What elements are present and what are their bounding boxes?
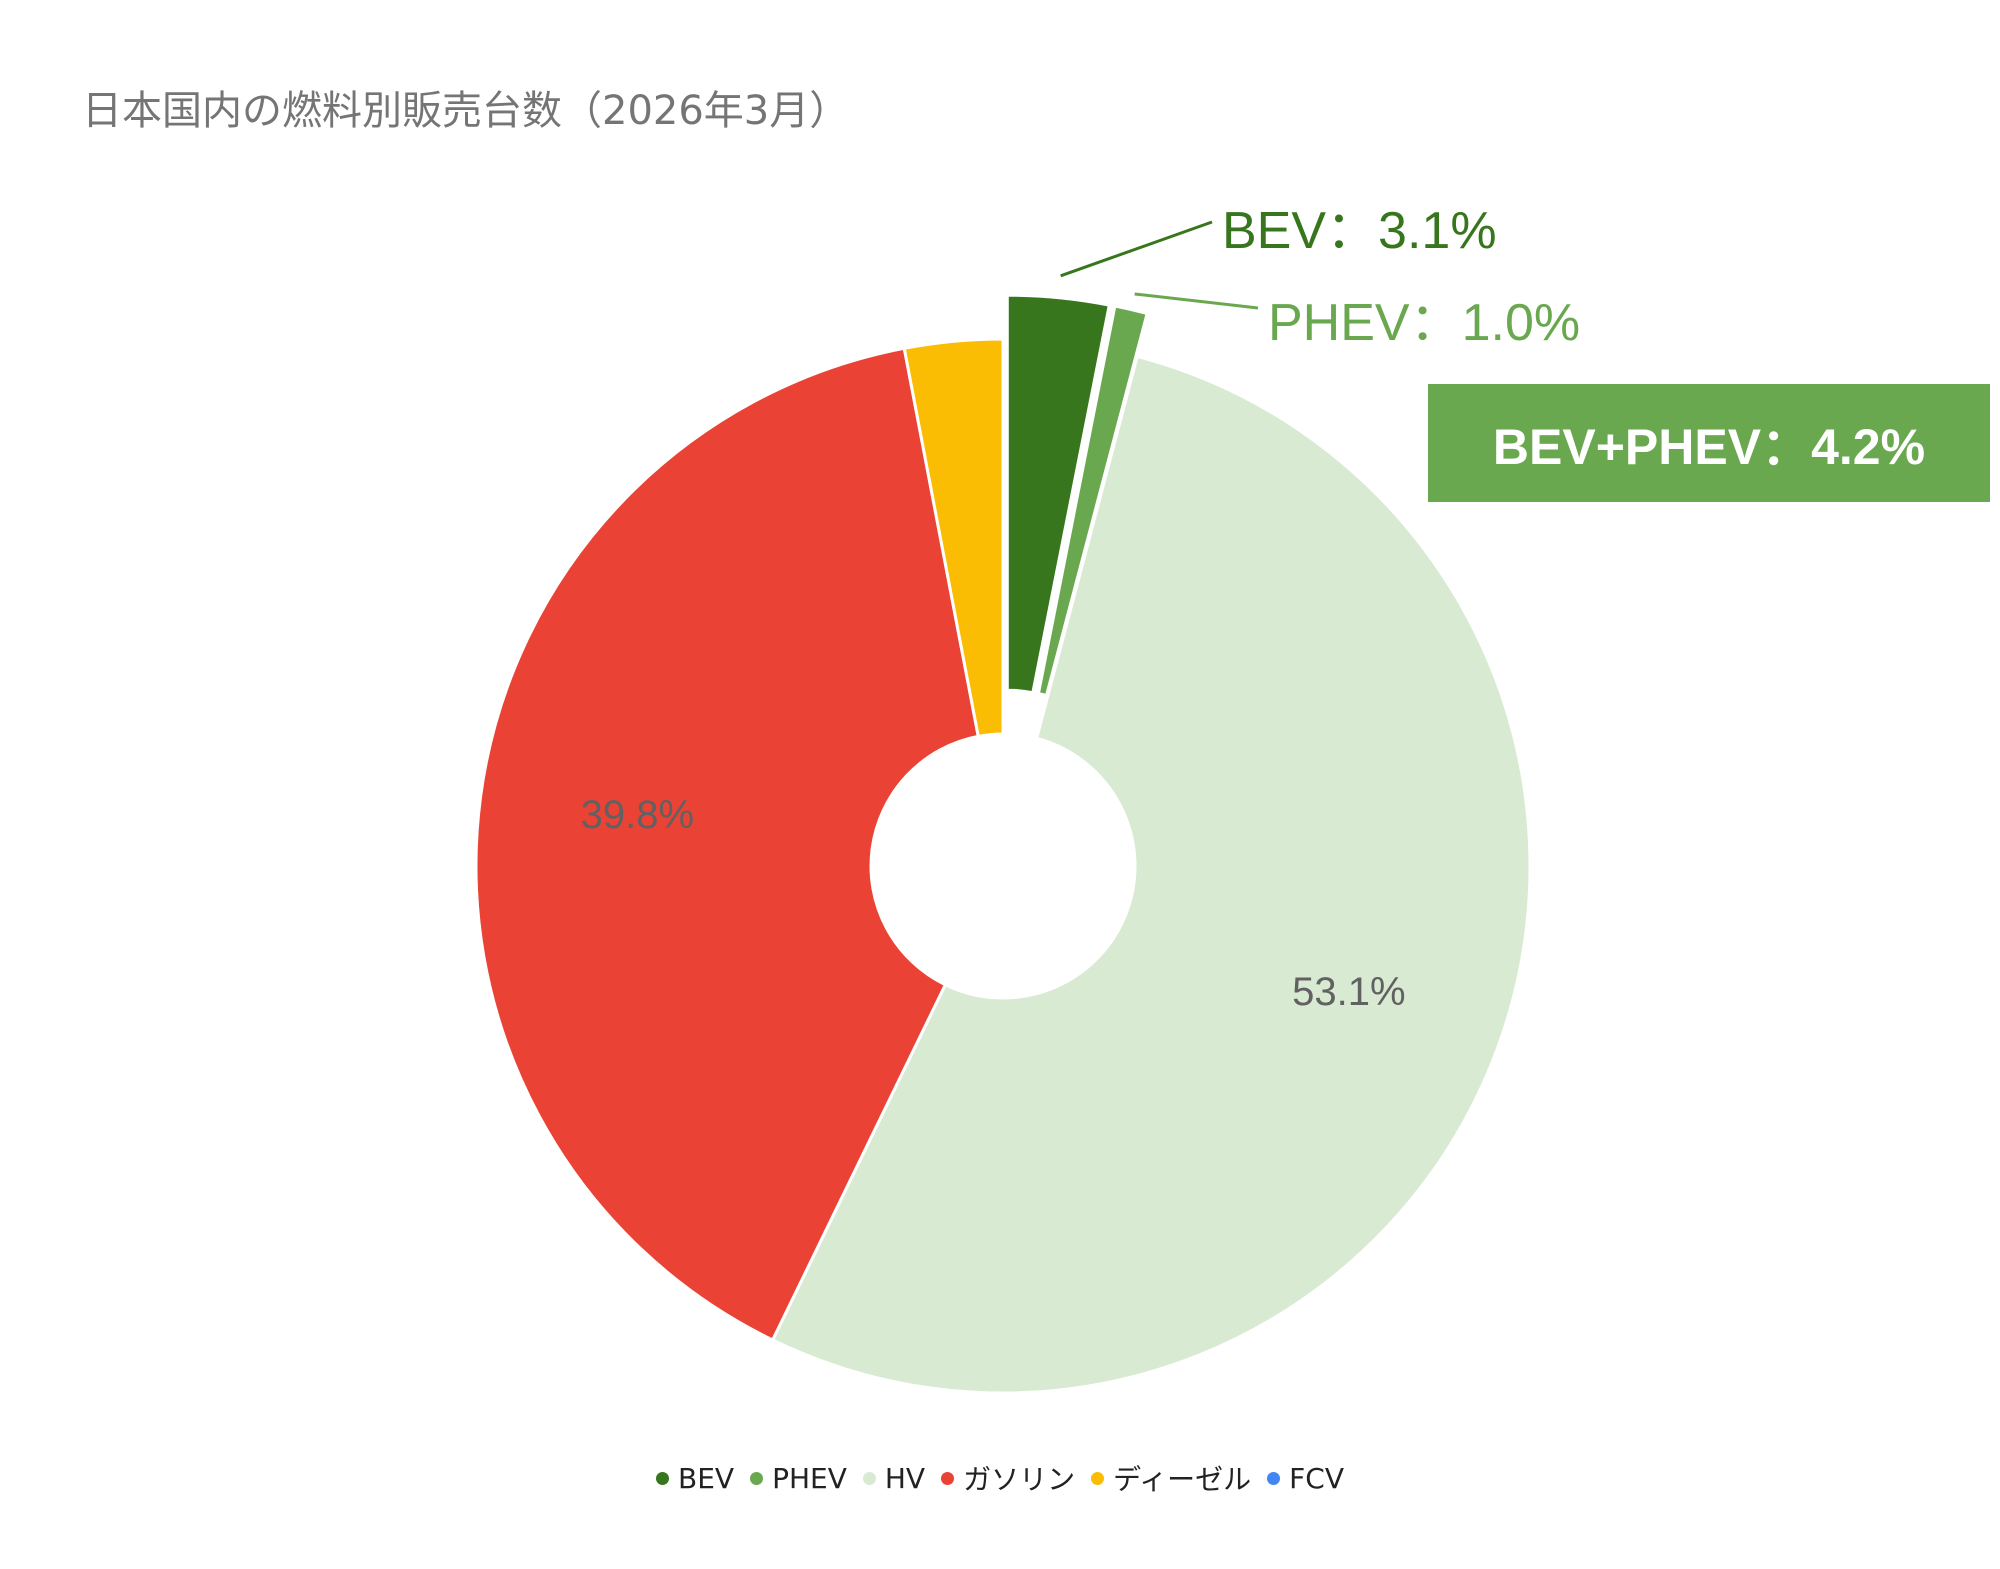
legend-dot-hv [862, 1471, 876, 1485]
legend-label-phev: PHEV [772, 1461, 847, 1495]
legend-item-fcv: FCV [1267, 1458, 1344, 1498]
legend-label-hv: HV [884, 1461, 926, 1495]
legend-dot-phev [750, 1471, 764, 1485]
callout-phev: PHEV：1.0% [1268, 294, 1581, 352]
data-label-gasoline: 39.8% [581, 793, 694, 837]
slice-labels: 53.1% 39.8% [581, 793, 1406, 1014]
legend-item-hv: HV [862, 1458, 926, 1498]
slice-diesel [902, 337, 1005, 739]
leader-line-phev [1134, 292, 1259, 310]
callout-leaders [1060, 220, 1259, 310]
summary-box: BEV+PHEV：4.2% [1428, 384, 1990, 502]
legend-label-gasoline: ガソリン [963, 1463, 1076, 1496]
legend-item-phev: PHEV [750, 1458, 847, 1498]
legend-label-bev: BEV [678, 1461, 735, 1495]
legend-label-fcv: FCV [1289, 1461, 1344, 1495]
legend-dot-diesel [1091, 1471, 1105, 1485]
callout-bev: BEV：3.1% [1222, 202, 1497, 260]
legend-item-bev: BEV [656, 1458, 734, 1498]
legend-label-diesel: ディーゼル [1113, 1463, 1252, 1496]
slice-gasoline [474, 346, 981, 1342]
data-label-hv: 53.1% [1292, 970, 1405, 1014]
summary-label: BEV+PHEV：4.2% [1492, 419, 1926, 475]
leader-line-bev [1060, 220, 1213, 278]
legend-dot-fcv [1267, 1471, 1281, 1485]
chart-title: 日本国内の燃料別販売台数（2026年3月） [82, 88, 850, 134]
legend-dot-gasoline [941, 1471, 955, 1485]
pie-slices [474, 293, 1532, 1395]
legend: BEV PHEV HV ガソリン ディーゼル FCV [0, 1458, 2000, 1498]
legend-dot-bev [656, 1471, 670, 1485]
legend-item-diesel: ディーゼル [1091, 1458, 1251, 1498]
slice-bev [1005, 293, 1112, 695]
slice-hv [770, 354, 1532, 1395]
legend-item-gasoline: ガソリン [941, 1458, 1075, 1498]
